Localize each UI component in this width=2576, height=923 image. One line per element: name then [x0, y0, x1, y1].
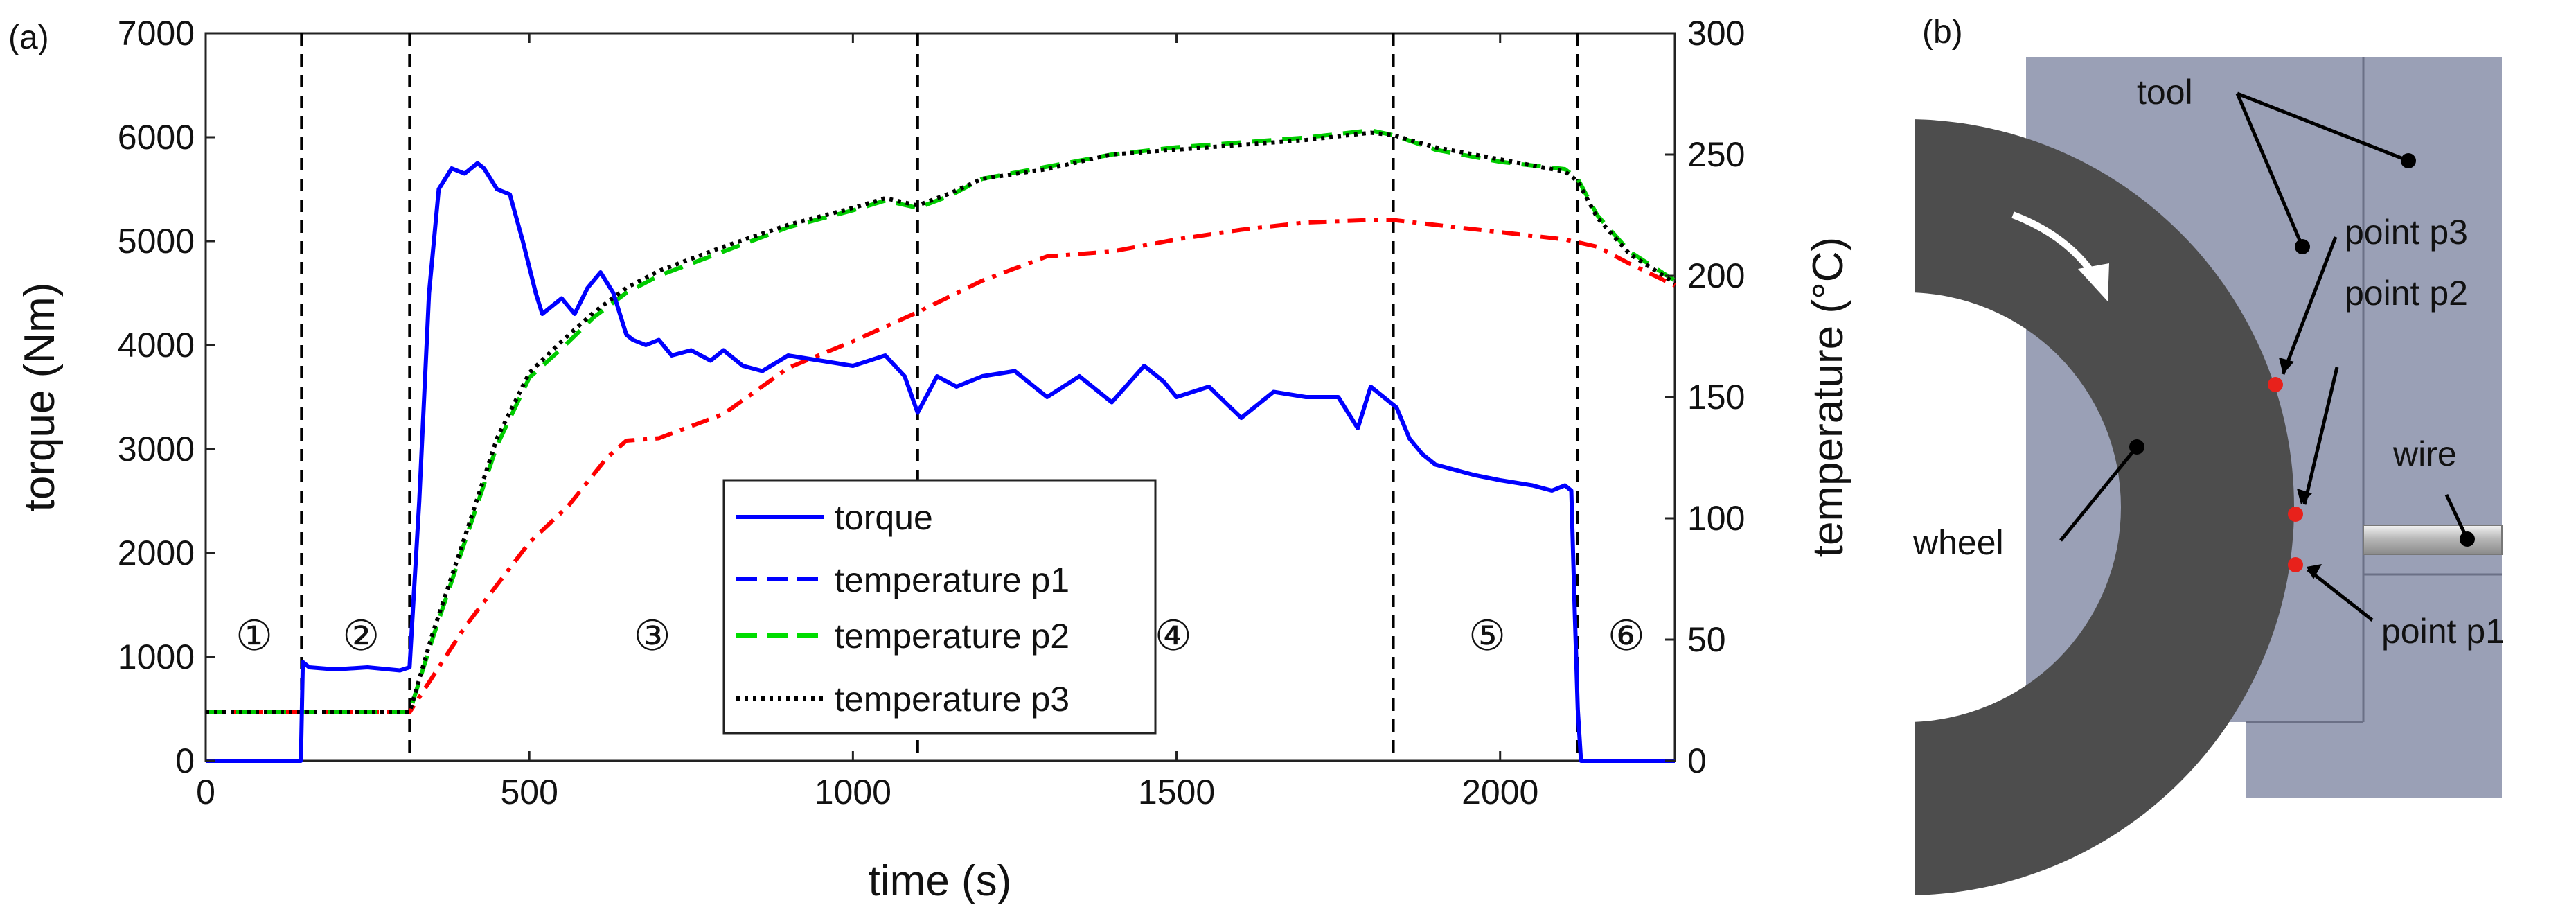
phase-label-1: ① — [236, 612, 273, 660]
y2-tick-label: 0 — [1687, 741, 1707, 780]
tool-wheel-diagram: (b) — [1912, 14, 2505, 895]
y2-tick-label: 200 — [1687, 256, 1745, 295]
y-axis-right: 0 50 100 150 200 250 300 — [1665, 14, 1745, 780]
point-p3-marker — [2268, 377, 2283, 392]
tool-leader-dot-1 — [2295, 239, 2310, 254]
point-p2-label: point p2 — [2345, 274, 2468, 313]
x-tick-label: 0 — [196, 773, 215, 811]
legend-label-temperature-p3: temperature p3 — [835, 680, 1069, 719]
y2-tick-label: 300 — [1687, 14, 1745, 53]
point-p1-label: point p1 — [2381, 612, 2505, 651]
tool-base — [2246, 722, 2502, 798]
series-line-torque — [206, 161, 1675, 763]
wire — [2363, 525, 2503, 555]
series-line-temperature-p2 — [206, 128, 1676, 714]
x-axis-label: time (s) — [869, 857, 1012, 905]
point-p1-marker — [2288, 557, 2303, 572]
y-tick-label: 7000 — [118, 14, 195, 53]
panel-a-label: (a) — [8, 19, 49, 56]
panel-b-label: (b) — [1922, 14, 1963, 51]
phase-label-6: ⑥ — [1608, 612, 1645, 660]
point-p1-leader — [2307, 568, 2374, 622]
y-axis-label: torque (Nm) — [16, 283, 64, 512]
x-tick-label: 500 — [500, 773, 558, 811]
y-tick-label: 0 — [175, 741, 195, 780]
phase-label-3: ③ — [634, 612, 671, 660]
torque-temperature-chart: 0 500 1000 1500 2000 01000200030004000500060… — [16, 14, 1852, 905]
tool-leader-1 — [2235, 93, 2304, 247]
legend-box — [722, 479, 1157, 735]
point-p2-arrow-icon — [2297, 489, 2312, 504]
point-p3-label: point p3 — [2345, 213, 2468, 252]
phase-label-4: ④ — [1155, 612, 1192, 660]
y2-tick-label: 150 — [1687, 378, 1745, 416]
y2-axis-label: temperature (°C) — [1804, 237, 1852, 557]
y-tick-label: 5000 — [118, 222, 195, 261]
legend-label-temperature-p1: temperature p1 — [835, 561, 1069, 599]
x-tick-label: 1000 — [815, 773, 891, 811]
x-tick-label: 1500 — [1138, 773, 1215, 811]
series-line-temperature-p1 — [206, 218, 1676, 714]
point-p1-arrow-icon — [2307, 564, 2322, 579]
legend-label-temperature-p2: temperature p2 — [835, 617, 1069, 656]
series-layer — [206, 128, 1676, 763]
point-p3-arrow-icon — [2279, 358, 2294, 374]
phase-label-2: ② — [342, 612, 380, 660]
wire-leader — [2444, 493, 2469, 540]
y2-tick-label: 50 — [1687, 620, 1726, 659]
wheel-leader — [2059, 446, 2138, 542]
y-tick-label: 2000 — [118, 534, 195, 572]
wire-leader-dot — [2460, 531, 2475, 547]
y-tick-label: 3000 — [118, 430, 195, 468]
tool-label: tool — [2137, 73, 2193, 112]
y-axis-left: 0 1000 2000 3000 4000 5000 6000 7000 — [118, 14, 215, 780]
phase-label-5: ⑤ — [1468, 612, 1506, 660]
wheel-ring — [1915, 119, 2294, 895]
legend: torque temperature p1 temperature p2 tem… — [722, 479, 1157, 735]
y-tick-label: 6000 — [118, 118, 195, 157]
y2-tick-label: 100 — [1687, 499, 1745, 538]
x-tick-label: 2000 — [1462, 773, 1538, 811]
x-axis: 0 500 1000 1500 2000 — [196, 33, 1538, 811]
y-tick-label: 1000 — [118, 638, 195, 676]
tool-leader-2 — [2237, 91, 2409, 163]
tool-block-back — [2246, 57, 2502, 798]
tool-leader-dot-2 — [2401, 153, 2416, 168]
rotation-arrowhead-icon — [2078, 263, 2109, 301]
phase-labels: ① ② ③ ④ ⑤ ⑥ — [236, 612, 1645, 660]
point-p2-leader — [2302, 367, 2339, 505]
y2-tick-label: 250 — [1687, 135, 1745, 174]
legend-label-torque: torque — [835, 498, 933, 537]
point-p2-marker — [2288, 507, 2303, 522]
point-p3-leader — [2281, 236, 2338, 375]
wheel-leader-dot — [2129, 439, 2144, 455]
y-tick-label: 4000 — [118, 326, 195, 364]
wire-label: wire — [2392, 434, 2457, 473]
wheel-label: wheel — [1912, 523, 2004, 562]
